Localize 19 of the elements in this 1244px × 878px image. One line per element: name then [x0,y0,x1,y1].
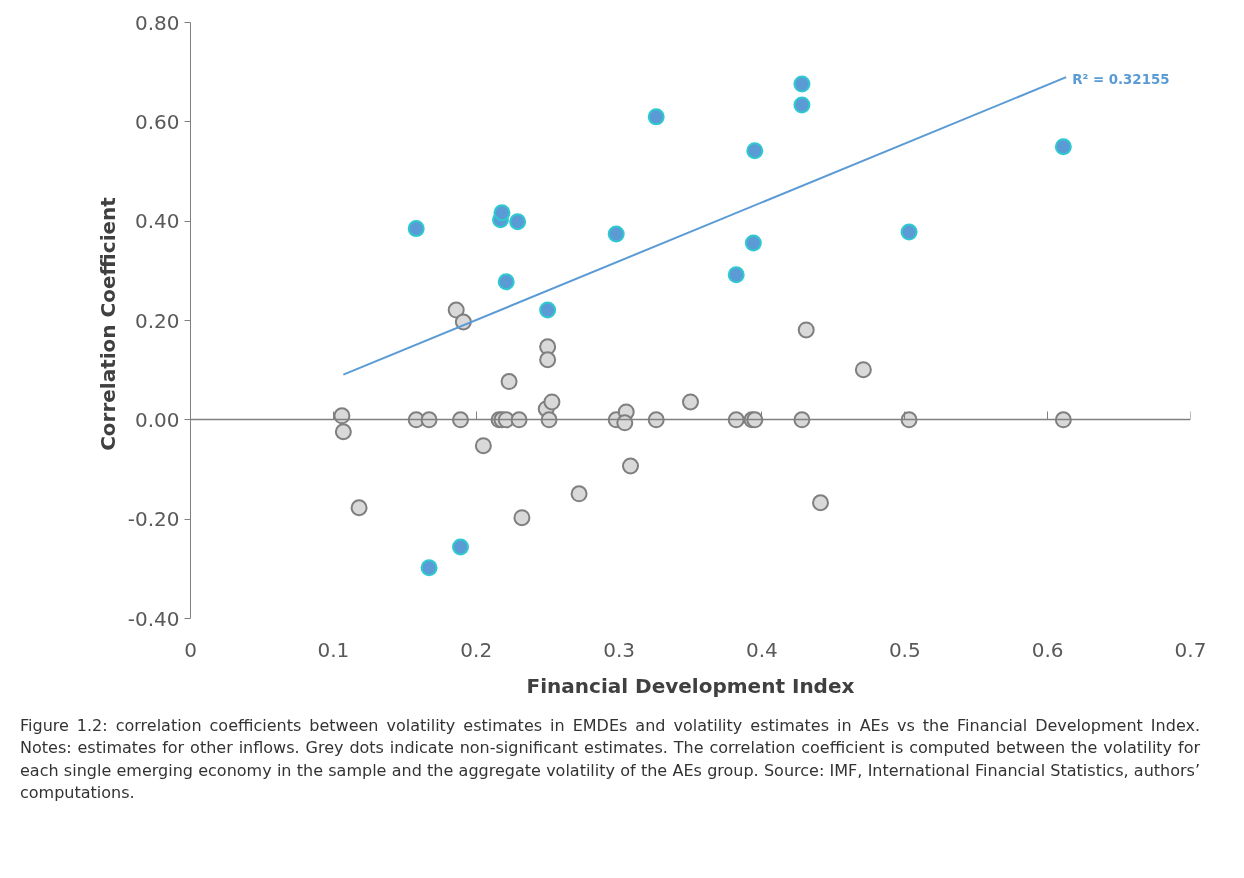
x-tick-label: 0.6 [1031,637,1064,662]
y-axis-title: Correlation Coefficient [95,196,120,451]
y-tick-label: -0.40 [127,606,180,631]
x-tick-label: 0.2 [460,637,493,662]
y-tick-label: -0.20 [127,507,180,532]
x-tick-label: 0.4 [746,637,778,662]
annotation: R² = 0.32155 [1072,72,1170,88]
y-tick-label: 0.40 [134,209,180,234]
x-tick-label: 0 [184,637,197,662]
x-axis-title: Financial Development Index [526,673,855,698]
y-tick-label: 0.80 [134,10,180,35]
y-tick-label: 0.60 [134,109,180,134]
y-tick-label: 0.00 [134,407,180,432]
x-tick-label: 0.7 [1174,637,1207,662]
y-tick-label: 0.20 [134,308,180,333]
x-tick-label: 0.1 [317,637,350,662]
x-tick-label: 0.5 [888,637,921,662]
caption: Figure 1.2: correlation coefficients between volatility estimates in EMDEs and volatility estimates in AEs vs the Financial Development Index. Notes: estimates for other inflows. Grey dots indicate non-significant estimates. The correlation coefficient is computed between the volatility for each single emerging economy in the sample and the aggregate volatility of the AEs group. Source: IMF, International Financial Statistics, authors’ computations. [20,715,1200,805]
x-tick-label: 0.3 [603,637,635,662]
